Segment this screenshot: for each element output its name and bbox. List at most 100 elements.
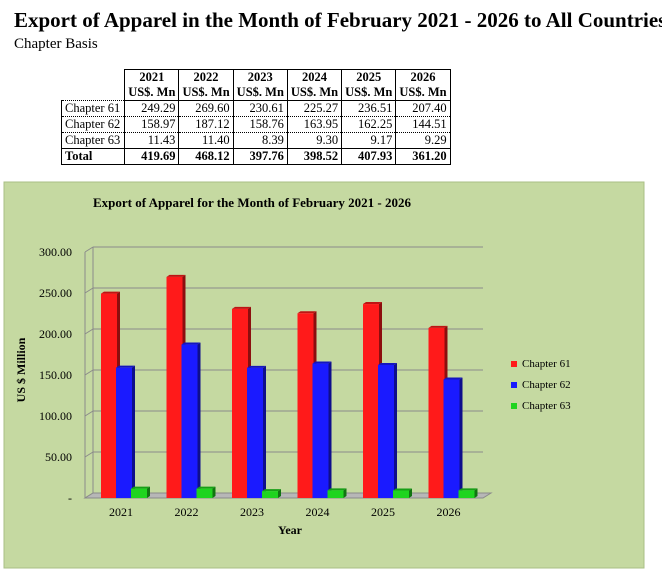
bar [116,365,135,498]
bar-front [181,344,198,498]
legend-swatch [511,403,517,409]
legend-swatch [511,382,517,388]
x-tick-label: 2023 [240,505,264,519]
legend-item: Chapter 63 [511,400,571,412]
bars [101,274,478,498]
bar-front [428,327,445,498]
y-tick-label: - [68,491,72,505]
bar-top [327,488,347,491]
table-cell: 225.27 [286,100,343,117]
x-tick-label: 2025 [371,505,395,519]
bar [131,486,150,498]
y-tick-label: 300.00 [39,245,72,259]
bar [327,488,347,498]
year-header: 2022 [178,69,234,85]
bar-front [101,293,117,498]
bar-top [428,325,448,328]
table-cell: 207.40 [395,100,451,117]
bar [196,486,216,498]
x-tick-label: 2021 [109,505,133,519]
row-label: Chapter 62 [60,116,126,133]
table-row: Chapter 61 249.29 269.60 230.61 225.27 2… [60,100,451,117]
legend-label: Chapter 61 [522,358,571,370]
table-header-years: 2021 2022 2023 2024 2025 2026 [61,69,451,85]
table-cell: 8.39 [232,132,288,149]
year-header: 2025 [341,69,397,85]
table-cell: 162.25 [341,116,397,133]
year-header: 2021 [124,69,180,85]
bar [378,362,397,498]
bar-side [147,486,150,498]
year-header: 2024 [286,69,343,85]
year-header: 2023 [232,69,288,85]
y-tick-label: 200.00 [39,327,72,341]
table-cell: 230.61 [232,100,288,117]
bar-top [101,291,120,294]
y-tick-label: 250.00 [39,286,72,300]
bar-top [262,489,281,492]
unit-header: US$. Mn [395,85,451,101]
legend-item: Chapter 61 [511,358,571,370]
y-axis-labels: - 50.00 100.00 150.00 200.00 250.00 300.00 [39,245,72,505]
bar-front [363,304,379,498]
legend: Chapter 61 Chapter 62 Chapter 63 [511,358,571,412]
table-cell: 398.52 [286,148,343,165]
gridline-wall [84,410,94,417]
bar-side [459,377,463,498]
gridline-wall [84,246,94,253]
bar-top [458,488,478,491]
bar-side [409,488,412,498]
gridline-wall [84,369,94,376]
bar-top [166,274,186,277]
bar-side [328,361,332,498]
bar-top [131,486,150,489]
row-label: Chapter 63 [60,132,126,149]
bar [393,488,412,498]
unit-header: US$. Mn [232,85,288,101]
bar-front [393,490,409,498]
bar-top [181,342,201,345]
bar-top [443,377,463,380]
y-tick-label: 100.00 [39,409,72,423]
unit-header: US$. Mn [286,85,343,101]
table-cell: 269.60 [178,100,234,117]
table-cell: 158.76 [232,116,288,133]
bar-front [297,313,314,498]
year-header: 2026 [395,69,451,85]
gridline-wall [84,287,94,294]
x-axis-title: Year [278,523,303,537]
legend-label: Chapter 63 [522,400,571,412]
bar [181,342,201,498]
table-row: Chapter 62 158.97 187.12 158.76 163.95 1… [60,116,451,133]
bar-front [327,490,344,498]
bar-top [247,365,266,368]
table-cell: 249.29 [124,100,180,117]
bar-front [232,308,248,498]
unit-header: US$. Mn [124,85,180,101]
table-cell: 9.29 [395,132,451,149]
table-cell: 11.43 [124,132,180,149]
bar-side [278,489,281,498]
table-cell: 419.69 [124,148,180,165]
page-subtitle: Chapter Basis [14,36,98,52]
unit-header: US$. Mn [178,85,234,101]
row-label: Total [60,148,126,165]
table-cell: 361.20 [395,148,451,165]
table-cell: 9.30 [286,132,343,149]
bar-front [443,379,460,498]
unit-header: US$. Mn [341,85,397,101]
bar [247,365,266,498]
bar-top [393,488,412,491]
table-cell: 468.12 [178,148,234,165]
bar [262,489,281,498]
table-header-units: US$. Mn US$. Mn US$. Mn US$. Mn US$. Mn … [61,85,451,101]
gridline-wall [84,451,94,458]
bar-side [212,486,216,498]
bar-side [263,365,266,498]
table-cell: 163.95 [286,116,343,133]
bar [443,377,463,498]
x-axis-labels: 2021 2022 2023 2024 2025 2026 [109,505,461,519]
table-cell: 407.93 [341,148,397,165]
bar-side [474,488,478,498]
x-tick-label: 2022 [175,505,199,519]
